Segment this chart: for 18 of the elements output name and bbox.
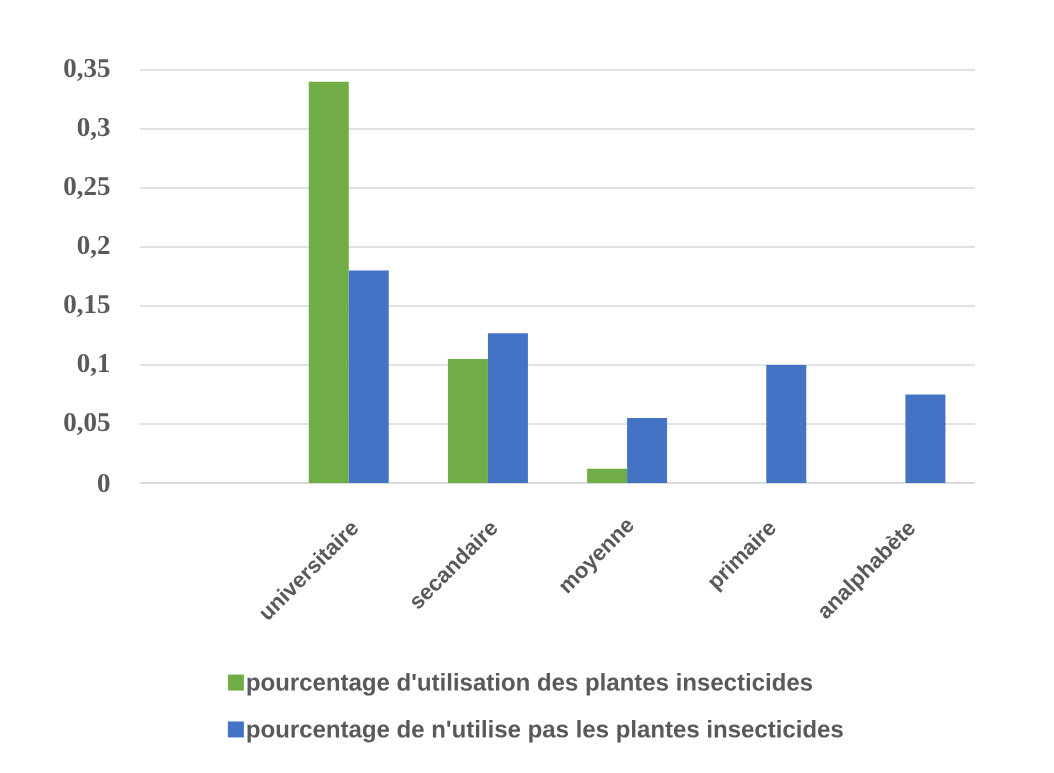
y-tick-label: 0,3 xyxy=(77,117,110,141)
bar xyxy=(447,359,488,483)
bar xyxy=(627,418,668,483)
y-tick-label: 0,15 xyxy=(64,294,110,318)
y-tick-label: 0,05 xyxy=(64,412,110,436)
y-tick-label: 0,25 xyxy=(64,176,110,200)
y-tick-label: 0,35 xyxy=(64,58,110,82)
bar xyxy=(348,270,389,483)
bar xyxy=(308,81,349,483)
bar xyxy=(587,468,628,483)
legend-label: pourcentage d'utilisation des plantes insecticides xyxy=(247,673,813,696)
y-tick-label: 0,2 xyxy=(77,235,110,259)
y-tick-label: 0,1 xyxy=(77,353,110,377)
bar xyxy=(487,333,528,483)
bar xyxy=(766,364,807,483)
bar xyxy=(905,394,946,483)
y-tick-label: 0 xyxy=(98,473,110,493)
legend-label: pourcentage de n'utilise pas les plantes insecticides xyxy=(247,720,843,743)
